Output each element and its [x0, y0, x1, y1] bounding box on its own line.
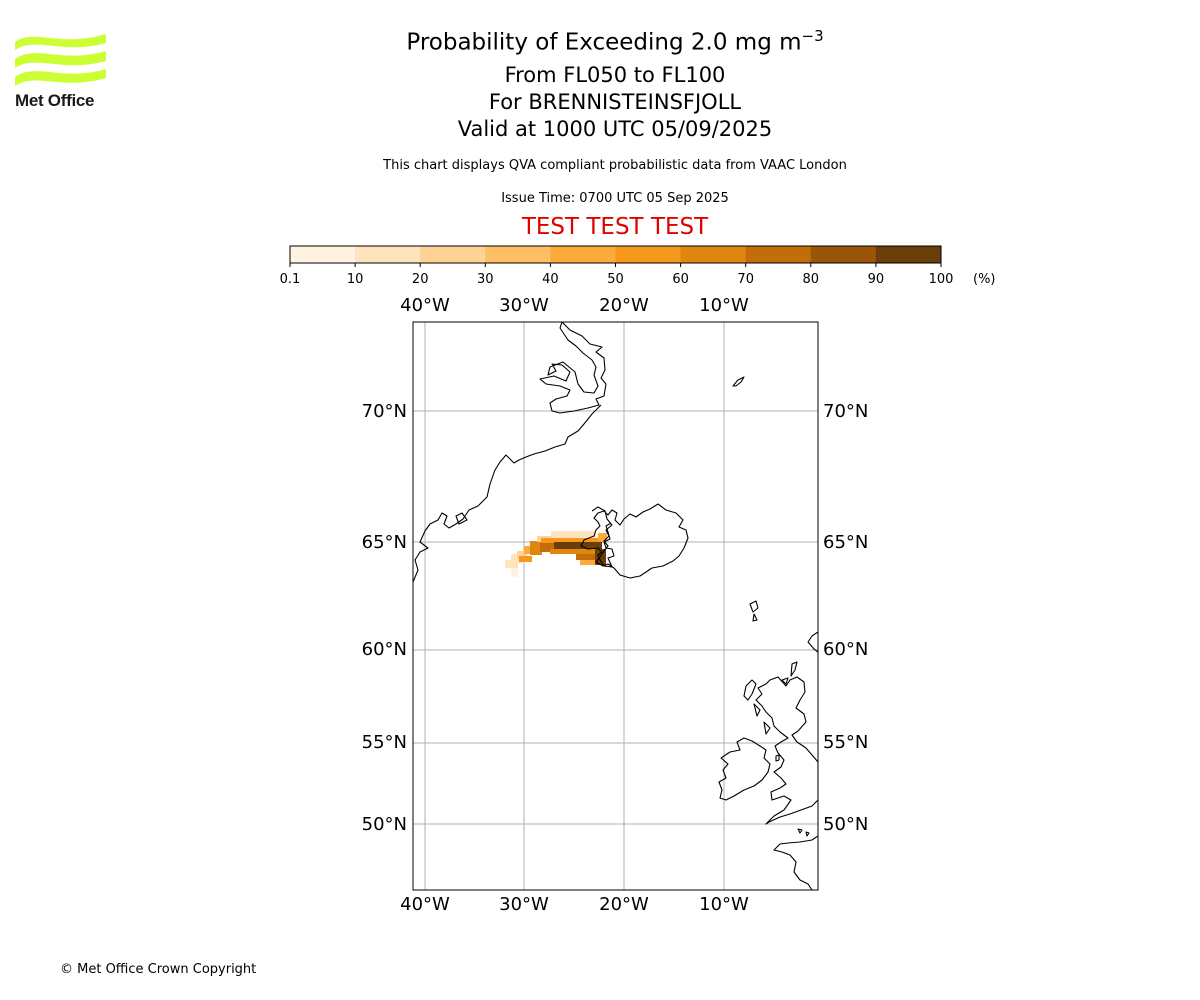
map-plot-area [413, 322, 818, 890]
norway-coastline [807, 631, 818, 653]
colorbar-tick-label: 10 [347, 272, 364, 287]
lat-label-right: 60°N [823, 639, 868, 660]
greenland-coastline [539, 322, 607, 414]
lat-label-left: 50°N [362, 814, 407, 835]
faroe-islands-coastline [749, 600, 759, 622]
lon-label-top: 20°W [599, 295, 649, 316]
greenland-fjord [455, 512, 468, 525]
lat-label-right: 65°N [823, 532, 868, 553]
lon-label-top: 30°W [499, 295, 549, 316]
ireland-coastline [718, 737, 771, 801]
shetland-coastline [790, 661, 798, 677]
plume-cell [541, 538, 603, 543]
lon-label-bottom: 20°W [599, 894, 649, 915]
colorbar-tick-label: 90 [868, 272, 885, 287]
colorbar-tick-label: 40 [542, 272, 559, 287]
latitude-labels-left: 70°N 65°N 60°N 55°N 50°N [362, 401, 407, 835]
ash-probability-plume [505, 531, 607, 577]
lon-label-bottom: 40°W [400, 894, 450, 915]
test-banner: TEST TEST TEST [521, 214, 709, 240]
longitude-labels-bottom: 40°W 30°W 20°W 10°W [400, 894, 749, 915]
longitude-labels-top: 40°W 30°W 20°W 10°W [400, 295, 749, 316]
colorbar-cell [680, 246, 747, 263]
colorbar-cell [485, 246, 551, 263]
colorbar-tick-label: 100 [929, 272, 954, 287]
colorbar: 0.1 10 20 30 40 50 60 70 80 90 100 (%) [280, 245, 996, 287]
logo-wave-2 [15, 51, 106, 68]
colorbar-ticks: 0.1 10 20 30 40 50 60 70 80 90 100 [280, 263, 954, 287]
chart-description: This chart displays QVA compliant probab… [383, 158, 847, 173]
orkney-coastline [781, 677, 789, 685]
logo-wave-1 [15, 34, 106, 50]
lat-label-right: 70°N [823, 401, 868, 422]
chart-title: Probability of Exceeding 2.0 mg m−3 [0, 27, 1200, 56]
plume-cell [517, 551, 527, 559]
flight-level-range: From FL050 to FL100 [504, 63, 726, 87]
colorbar-cell [290, 246, 356, 263]
channel-islands [797, 828, 810, 837]
colorbar-tick-label: 20 [412, 272, 429, 287]
plume-cell [551, 531, 596, 538]
logo-wave-3 [15, 69, 106, 86]
lat-label-right: 55°N [823, 732, 868, 753]
lat-label-left: 65°N [362, 532, 407, 553]
graticule [413, 322, 818, 890]
lon-label-bottom: 30°W [499, 894, 549, 915]
colorbar-cell [810, 246, 877, 263]
isle-of-man-coastline [775, 754, 780, 762]
great-britain-coastline [755, 676, 818, 825]
plume-cell [530, 541, 542, 555]
plume-cell [580, 560, 598, 565]
colorbar-cell [420, 246, 486, 263]
greenland-east-coast [413, 404, 602, 583]
valid-time: Valid at 1000 UTC 05/09/2025 [457, 117, 773, 141]
iceland-coastline [580, 503, 689, 579]
colorbar-cell [355, 246, 421, 263]
colorbar-tick-label: 60 [672, 272, 689, 287]
colorbar-tick-label: 70 [737, 272, 754, 287]
copyright-notice: © Met Office Crown Copyright [60, 962, 257, 977]
lat-label-left: 55°N [362, 732, 407, 753]
chart-title-text: Probability of Exceeding 2.0 mg m [406, 29, 802, 56]
colorbar-cell [875, 246, 942, 263]
plume-cell [524, 546, 532, 554]
lon-label-top: 40°W [400, 295, 450, 316]
plume-cell [598, 533, 607, 541]
lat-label-right: 50°N [823, 814, 868, 835]
colorbar-tick-label: 30 [477, 272, 494, 287]
plume-cell [505, 560, 518, 568]
met-office-logo [15, 34, 106, 86]
logo-text: Met Office [15, 91, 95, 110]
lat-label-left: 70°N [362, 401, 407, 422]
colorbar-tick-label: 0.1 [280, 272, 301, 287]
colorbar-cell [745, 246, 812, 263]
coastlines [413, 322, 818, 890]
plume-cell [540, 543, 554, 552]
lon-label-top: 10°W [699, 295, 749, 316]
plume-cell [576, 554, 598, 560]
issue-time: Issue Time: 0700 UTC 05 Sep 2025 [501, 191, 729, 206]
france-coastline [773, 835, 818, 890]
colorbar-cell [550, 246, 616, 263]
lon-label-bottom: 10°W [699, 894, 749, 915]
volcano-name: For BRENNISTEINSFJOLL [488, 90, 742, 114]
lat-label-left: 60°N [362, 639, 407, 660]
plume-cell [554, 542, 602, 549]
colorbar-unit: (%) [973, 272, 996, 287]
jan-mayen-coastline [732, 376, 745, 387]
plume-cell [511, 566, 518, 577]
plume-cell [550, 549, 598, 554]
map-frame [412, 321, 819, 891]
colorbar-cells [290, 246, 942, 263]
plume-cell [519, 556, 532, 562]
colorbar-tick-label: 80 [803, 272, 820, 287]
colorbar-tick-label: 50 [607, 272, 624, 287]
colorbar-cell [615, 246, 682, 263]
hebrides-coastline [743, 679, 771, 735]
chart-title-exponent: −3 [801, 27, 824, 45]
latitude-labels-right: 70°N 65°N 60°N 55°N 50°N [823, 401, 868, 835]
